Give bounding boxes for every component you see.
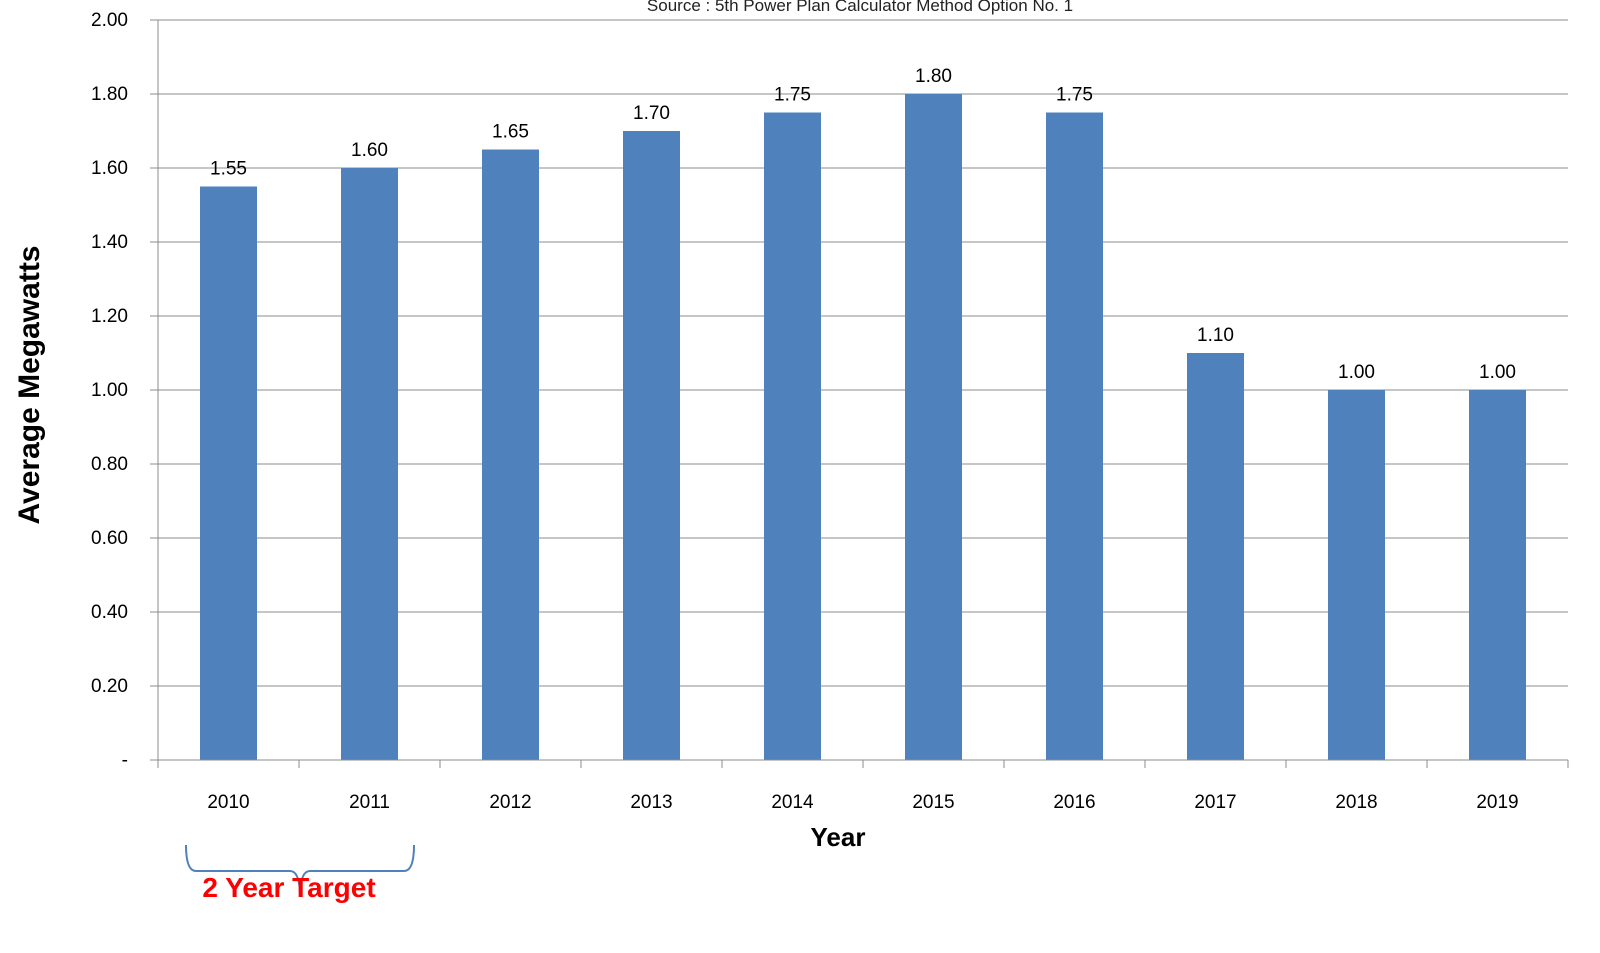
bar: [623, 131, 680, 760]
y-tick-label: 1.20: [91, 306, 128, 327]
axes: - 0.20 0.40 0.60 0.80 1.00 1.20 1.40 1.60 1.80 2.0…: [91, 10, 1569, 813]
x-tick-label: 2019: [1476, 792, 1518, 813]
data-label: 1.75: [774, 85, 811, 106]
data-label: 1.70: [633, 103, 670, 124]
y-tick-label: 0.20: [91, 676, 128, 697]
target-bracket: [185, 844, 415, 898]
bar: [905, 94, 962, 760]
bar: [1046, 112, 1103, 760]
data-label: 1.65: [492, 122, 529, 143]
x-tick-label: 2011: [349, 792, 390, 813]
x-tick-label: 2012: [489, 792, 531, 813]
x-tick-label: 2010: [207, 792, 249, 813]
data-label: 1.80: [915, 66, 952, 87]
data-label: 1.00: [1338, 362, 1375, 383]
y-axis-label: Average Megawatts: [13, 245, 46, 525]
x-tick-label: 2014: [771, 792, 814, 813]
data-label: 1.60: [351, 140, 388, 161]
y-tick-label: -: [122, 750, 128, 771]
x-tick-label: 2017: [1194, 792, 1236, 813]
chart-source-note: Source : 5th Power Plan Calculator Metho…: [646, 0, 1074, 15]
y-tick-label: 1.00: [91, 380, 128, 401]
y-tick-label: 1.40: [91, 232, 128, 253]
y-tick-label: 2.00: [91, 10, 128, 31]
bar: [341, 168, 398, 760]
data-label: 1.75: [1056, 85, 1093, 106]
x-tick-label: 2018: [1335, 792, 1377, 813]
bar: [200, 186, 257, 760]
bar: [1187, 353, 1244, 760]
x-tick-label: 2013: [630, 792, 672, 813]
x-axis-label: Year: [810, 822, 866, 852]
y-tick-label: 0.40: [91, 602, 128, 623]
bar: [764, 112, 821, 760]
target-annotation: 2 Year Target: [202, 872, 376, 903]
x-tick-label: 2016: [1053, 792, 1095, 813]
bar: [1328, 390, 1385, 760]
y-tick-label: 0.60: [91, 528, 128, 549]
data-label: 1.55: [210, 159, 247, 180]
y-tick-label: 1.60: [91, 158, 128, 179]
bar: [1469, 390, 1526, 760]
bar: [482, 149, 539, 760]
y-tick-label: 1.80: [91, 84, 128, 105]
x-tick-label: 2015: [912, 792, 954, 813]
data-label: 1.10: [1197, 325, 1234, 346]
bars: [200, 94, 1526, 760]
y-tick-label: 0.80: [91, 454, 128, 475]
data-label: 1.00: [1479, 362, 1516, 383]
bracket-icon: [185, 844, 415, 898]
data-labels: 1.55 1.60 1.65 1.70 1.75 1.80 1.75 1.10 1.00 1.00: [210, 66, 1516, 383]
